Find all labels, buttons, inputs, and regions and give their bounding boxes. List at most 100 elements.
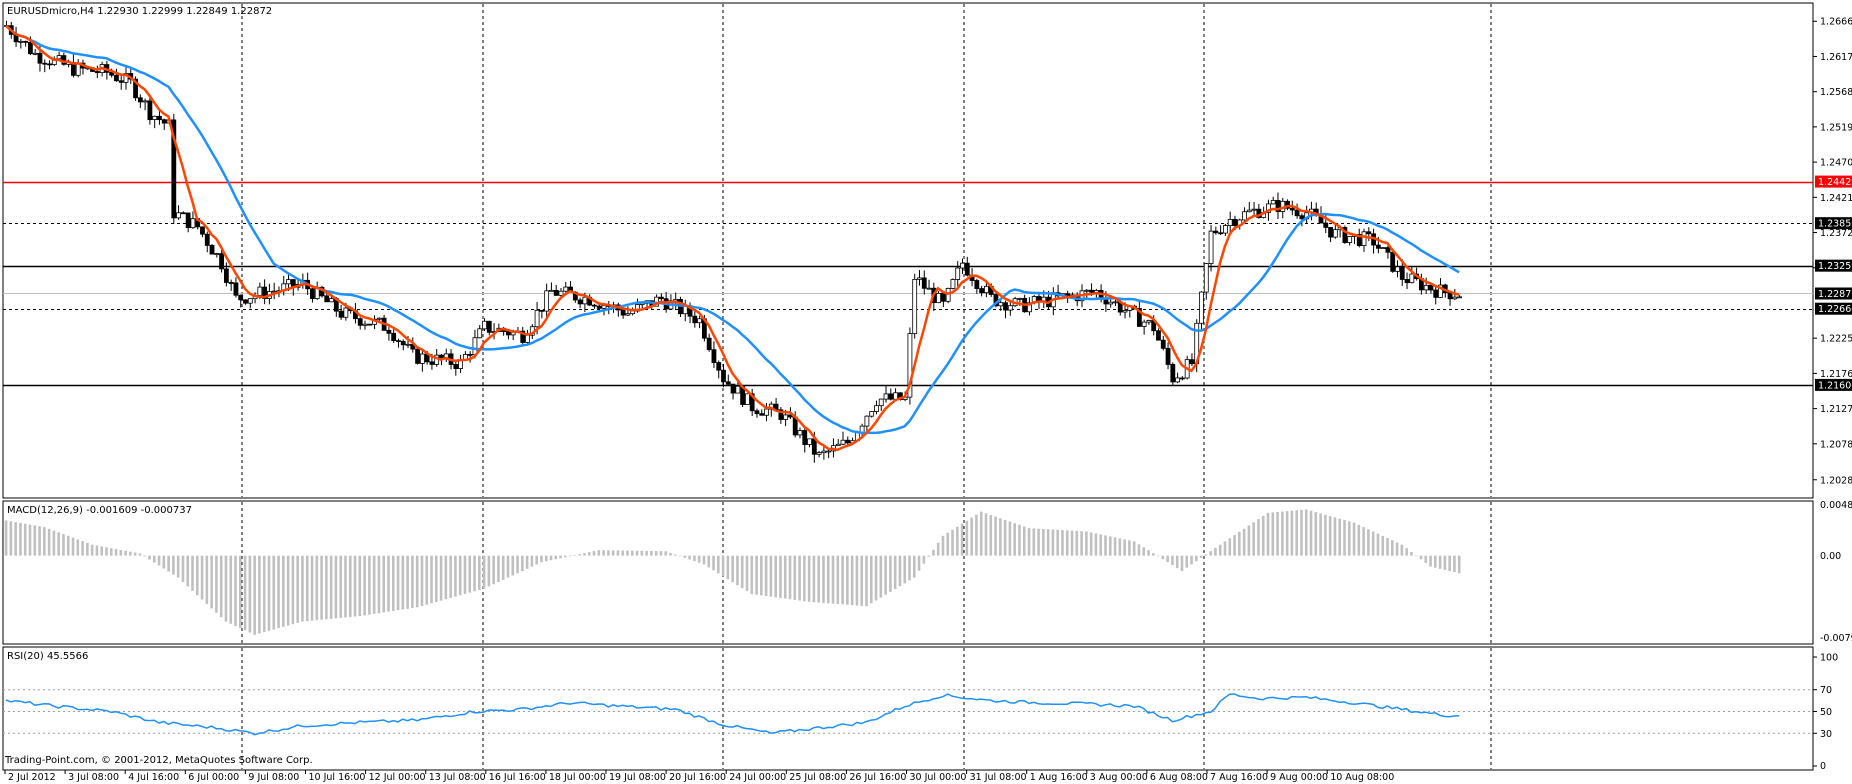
time-tick-label: 4 Jul 16:00 xyxy=(128,772,179,783)
macd-bar xyxy=(1195,555,1198,562)
candle xyxy=(1294,203,1300,219)
candle xyxy=(888,388,894,401)
candle xyxy=(1199,291,1204,330)
macd-bar xyxy=(449,555,452,598)
macd-bar xyxy=(1118,538,1122,556)
candle xyxy=(749,388,755,417)
macd-bar xyxy=(721,555,725,577)
macd-bar xyxy=(831,555,835,604)
macd-bar xyxy=(654,551,658,556)
macd-bar xyxy=(860,555,864,606)
candle xyxy=(486,320,492,336)
rsi-panel[interactable]: RSI(20) 45.5566 Trading-Point.com, © 200… xyxy=(2,646,1814,771)
macd-bar xyxy=(1357,524,1361,556)
macd-bar xyxy=(415,555,419,608)
macd-bar xyxy=(1400,544,1404,556)
macd-bar xyxy=(301,555,304,622)
time-tick-label: 19 Jul 08:00 xyxy=(609,772,666,783)
macd-histogram xyxy=(4,509,1461,635)
candle xyxy=(1179,376,1185,381)
price-panel[interactable]: EURUSDmicro,H4 1.22930 1.22999 1.22849 1… xyxy=(2,2,1814,499)
candle xyxy=(400,339,406,351)
macd-bar xyxy=(755,555,758,595)
candle xyxy=(697,315,702,329)
macd-bar xyxy=(234,555,237,626)
price-tick-label: 1.22250 xyxy=(1820,334,1852,345)
price-tick-label: 1.21760 xyxy=(1820,369,1852,380)
macd-bar xyxy=(305,555,309,622)
macd-bar xyxy=(1089,532,1093,556)
candle xyxy=(1380,247,1386,250)
macd-bar xyxy=(1171,555,1174,566)
candle xyxy=(816,450,822,458)
candle xyxy=(563,281,569,293)
macd-bar xyxy=(932,549,935,556)
candle xyxy=(18,38,24,49)
macd-bar xyxy=(1457,555,1461,574)
macd-bar xyxy=(167,555,170,572)
macd-bar xyxy=(1448,555,1451,572)
macd-bar xyxy=(1156,555,1160,557)
macd-bar xyxy=(889,555,892,592)
candle xyxy=(467,351,473,363)
macd-bar xyxy=(788,555,792,600)
macd-bar xyxy=(1285,511,1289,556)
candle xyxy=(759,409,765,416)
macd-bar xyxy=(1056,529,1059,556)
macd-bar xyxy=(28,524,32,556)
candle xyxy=(477,325,483,339)
macd-bar xyxy=(1113,537,1117,556)
candle xyxy=(1342,225,1348,244)
horizontal-lines[interactable] xyxy=(3,181,1813,387)
level-price-label: 1.23259 xyxy=(1818,261,1852,272)
macd-bar xyxy=(516,555,519,574)
macd-bar xyxy=(1333,517,1337,556)
candle xyxy=(324,293,330,303)
macd-bar xyxy=(726,555,730,580)
candle xyxy=(1170,362,1176,386)
macd-bar xyxy=(425,555,429,605)
macd-bar xyxy=(1242,528,1246,556)
macd-bar xyxy=(736,555,739,586)
candle xyxy=(998,300,1004,311)
macd-bar xyxy=(224,555,228,622)
macd-bar xyxy=(807,555,811,602)
macd-bar xyxy=(1247,525,1251,556)
macd-bar xyxy=(372,555,376,614)
price-tick-label: 1.20780 xyxy=(1820,439,1852,450)
macd-bar xyxy=(525,555,529,569)
current-price-badge xyxy=(1815,287,1852,300)
candle xyxy=(338,304,344,320)
candle xyxy=(1027,297,1032,316)
rsi-tick-label: 50 xyxy=(1820,707,1832,718)
macd-panel[interactable]: MACD(12,26,9) -0.001609 -0.000737 xyxy=(2,500,1814,645)
macd-bar xyxy=(640,550,644,556)
macd-bar xyxy=(659,551,663,556)
macd-bar xyxy=(664,551,668,556)
candle xyxy=(960,258,965,274)
candle xyxy=(1404,272,1410,290)
macd-bar xyxy=(157,555,161,566)
candle xyxy=(835,439,841,447)
time-tick-label: 31 Jul 08:00 xyxy=(970,772,1027,783)
macd-bar xyxy=(148,555,151,560)
macd-bar xyxy=(1238,531,1241,556)
candle xyxy=(1175,372,1180,384)
macd-bar xyxy=(822,555,825,603)
candle xyxy=(310,285,315,303)
macd-bar xyxy=(1314,512,1318,556)
candle xyxy=(921,270,927,295)
price-tick-label: 1.21270 xyxy=(1820,404,1852,415)
macd-bar xyxy=(1410,551,1413,556)
candle xyxy=(482,318,487,331)
macd-bar xyxy=(1434,555,1437,568)
macd-bar xyxy=(745,555,749,592)
candle xyxy=(1423,277,1429,294)
macd-bar xyxy=(430,555,433,604)
candle xyxy=(955,261,961,287)
macd-bar xyxy=(38,526,41,556)
price-tick-label: 1.25190 xyxy=(1820,122,1852,133)
macd-bar xyxy=(544,555,548,562)
macd-bar xyxy=(989,514,993,556)
